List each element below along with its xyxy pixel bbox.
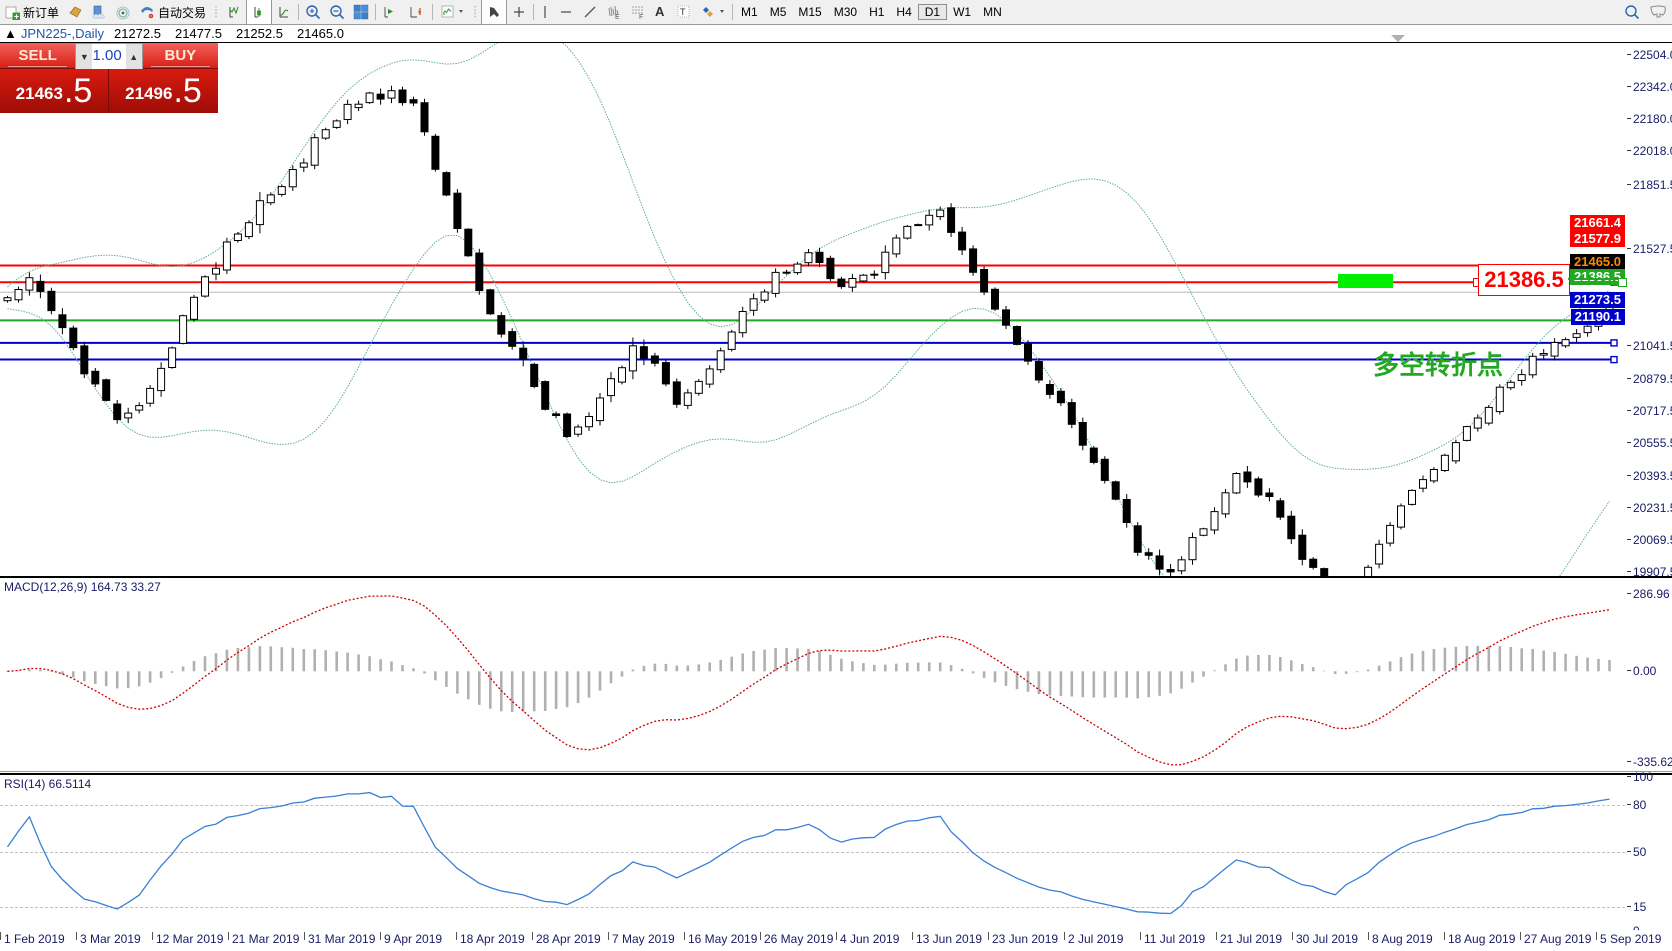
- svg-text:A: A: [655, 4, 665, 19]
- svg-text:E: E: [615, 14, 620, 20]
- svg-text:T: T: [680, 7, 686, 17]
- svg-text:F: F: [639, 14, 643, 20]
